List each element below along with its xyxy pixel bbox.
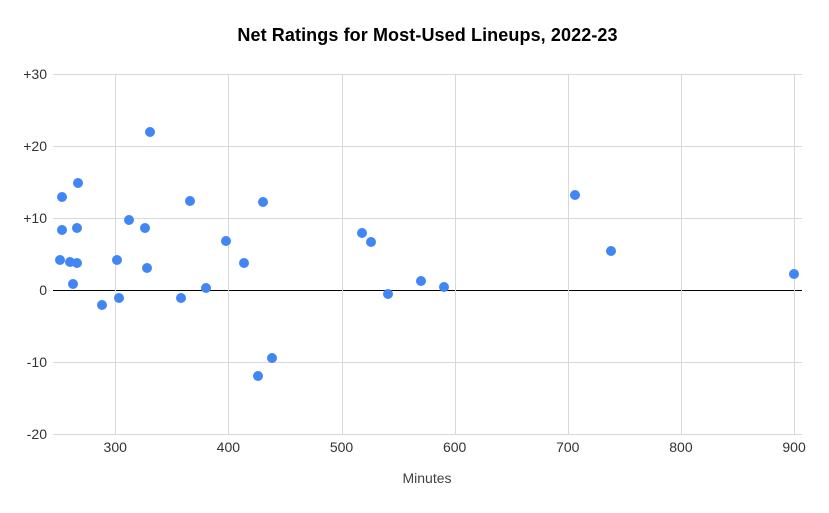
vertical-gridline (794, 74, 796, 434)
x-tick-label: 800 (669, 439, 693, 455)
vertical-gridline (341, 74, 343, 434)
horizontal-gridline (53, 218, 802, 219)
data-point (605, 246, 616, 257)
y-tick-label: +30 (23, 66, 47, 82)
data-point (184, 195, 195, 206)
horizontal-gridline (53, 434, 802, 435)
plot-area: +30 +20 +10 0 -10 -20 300 400 500 600 700 800 900 (23, 66, 806, 455)
horizontal-gridline (53, 146, 802, 147)
data-point (175, 292, 186, 303)
vertical-gridline (115, 74, 117, 434)
data-point (57, 225, 68, 236)
y-tick-label: -10 (26, 354, 47, 370)
data-point (239, 257, 250, 268)
data-point (96, 300, 107, 311)
data-point (365, 237, 376, 248)
data-point (200, 282, 211, 293)
x-tick-label: 500 (329, 439, 354, 455)
data-point (64, 256, 75, 267)
vertical-gridline (454, 74, 456, 434)
y-tick-label: 0 (39, 282, 47, 298)
data-point (71, 258, 82, 269)
data-point (113, 292, 124, 303)
data-point (139, 223, 150, 234)
data-point (569, 189, 580, 200)
data-point (789, 269, 800, 280)
data-point (57, 192, 68, 203)
vertical-gridline (567, 74, 569, 434)
y-tick-label: +10 (23, 210, 47, 226)
x-tick-label: 300 (103, 439, 127, 455)
data-point (72, 178, 83, 189)
y-tick-label: +20 (23, 138, 47, 154)
horizontal-gridline (53, 362, 802, 363)
data-point (71, 223, 82, 234)
data-point (123, 215, 134, 226)
x-tick-label: 900 (782, 439, 806, 455)
data-point (145, 127, 156, 138)
zero-axis-line (53, 290, 802, 291)
data-point (54, 255, 65, 266)
data-point (415, 275, 426, 286)
vertical-gridline (680, 74, 682, 434)
data-point (68, 279, 79, 290)
data-point (252, 370, 263, 381)
data-point (267, 353, 278, 364)
data-point (258, 197, 269, 208)
data-point (112, 255, 123, 266)
data-point (439, 282, 450, 293)
x-axis-title: Minutes (402, 470, 452, 486)
data-point (221, 236, 232, 247)
data-point (141, 263, 152, 274)
vertical-gridline (228, 74, 230, 434)
x-tick-label: 600 (442, 439, 467, 455)
chart-title: Net Ratings for Most-Used Lineups, 2022-… (237, 25, 618, 45)
data-point (356, 228, 367, 239)
x-tick-label: 400 (216, 439, 241, 455)
y-tick-label: -20 (26, 426, 47, 442)
x-tick-label: 700 (556, 439, 580, 455)
data-point (382, 289, 393, 300)
horizontal-gridline (53, 74, 802, 75)
